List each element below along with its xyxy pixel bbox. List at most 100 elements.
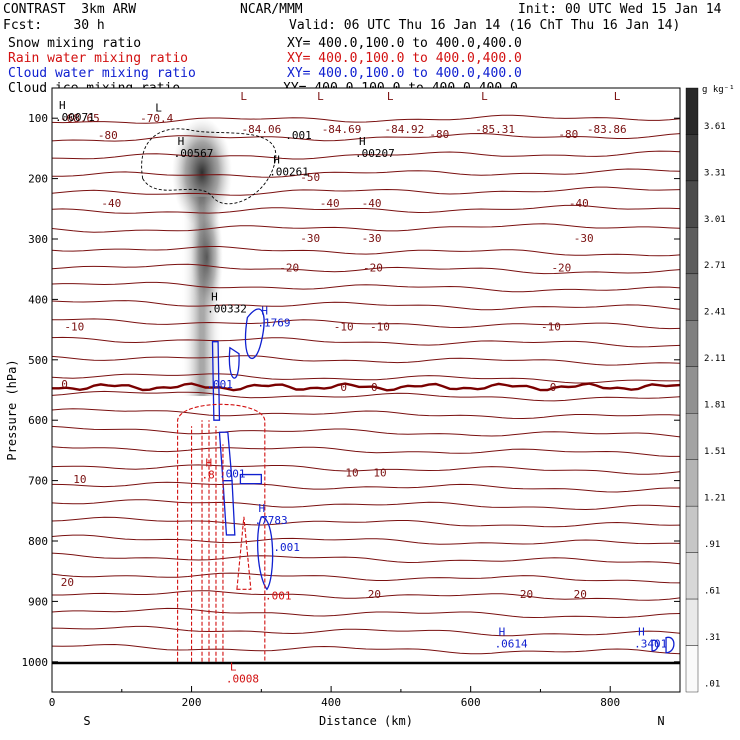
extremum-value: .00207 [355,147,395,160]
field-xy-cloud-water: XY= 400.0,100.0 to 400.0,400.0 [287,66,522,81]
isotherm-line [52,281,680,293]
y-tick-label: 200 [28,173,48,186]
colorbar-label: .61 [704,586,720,596]
extremum-value: .00071 [55,111,95,124]
isotherm-label: -68.65 [60,112,100,125]
isotherm-label: -80 [98,129,118,142]
y-tick-label: 500 [28,354,48,367]
isotherm-label: -80 [558,128,578,141]
y-tick-label: 600 [28,414,48,427]
cloud-water-contour [651,639,659,652]
isotherm-line [52,114,680,124]
isotherm-line [52,481,680,493]
isotherm-label: -10 [370,321,390,334]
isotherm-label: -84.92 [385,123,425,136]
colorbar-segment [685,180,699,228]
colorbar-label: 2.71 [704,261,726,271]
isotherm-label: 0 [371,381,378,394]
colorbar-segment [685,459,699,507]
colorbar-segment [685,413,699,460]
isotherm-label: 10 [345,467,358,480]
colorbar-label: 1.51 [704,447,726,457]
rain-water-contour [177,403,266,662]
isotherm-line [52,373,680,384]
extremum-value: .00567 [174,147,214,160]
extremum-marker: L [240,90,247,103]
isotherm-line [52,516,680,528]
extremum-value: .00261 [269,165,309,178]
cloud-water-contour [239,473,262,485]
x-tick-label: 600 [461,696,481,709]
extremum-marker: H [638,626,645,639]
isotherm-line [52,408,680,420]
extremum-value: .3401 [634,638,667,651]
colorbar-label: 3.31 [704,168,726,178]
isotherm-line [52,607,680,619]
valid-time: Valid: 06 UTC Thu 16 Jan 14 (16 ChT Thu … [289,18,681,33]
isotherm-line [52,223,680,233]
isotherm-label: -83.86 [587,123,627,136]
isotherm-line [52,300,680,311]
isotherm-line [52,534,680,545]
y-tick-label: 400 [28,293,48,306]
isotherm-line [52,425,680,438]
colorbar-label: 3.01 [704,215,726,225]
field-xy-snow: XY= 400.0,100.0 to 400.0,400.0 [287,36,522,51]
cloud-ice-contour [141,128,277,205]
isotherm-line [52,168,680,178]
x-tick-label: 400 [321,696,341,709]
isotherm-label: -40 [569,197,589,210]
isotherm-label: -84.69 [322,123,362,136]
y-tick-label: 1000 [22,656,49,669]
x-tick-label: 200 [182,696,202,709]
isotherm-line [52,625,680,637]
extremum-value: .001 [265,589,292,602]
extremum-marker: L [155,101,162,114]
colorbar-segment [685,320,699,367]
isotherm-line [52,446,680,457]
colorbar-label: .01 [704,679,720,689]
extremum-marker: L [230,661,237,674]
cloud-water-contour [211,341,221,421]
y-tick-label: 900 [28,595,48,608]
isotherm-label: -50 [300,171,320,184]
extremum-marker: H [261,304,268,317]
isotherm-label: -20 [279,261,299,274]
isotherm-line [52,572,680,584]
x-axis-label: Distance (km) [319,714,413,728]
extremum-marker: L [481,90,488,103]
colorbar-segment [685,505,699,553]
y-tick-label: 800 [28,535,48,548]
extremum-value: .0008 [226,673,259,686]
isotherm-label: 0 [61,378,68,391]
isotherm-label: -40 [101,197,121,210]
isotherm-label: -84.06 [241,123,281,136]
isotherm-label: 0 [340,381,347,394]
snow-shading-mid [190,197,223,318]
colorbar-segment [685,598,699,646]
colorbar-segment [685,273,699,321]
extremum-value: .001 [273,541,300,554]
plot-frame [51,87,681,693]
isotherm-label: -70.4 [140,112,173,125]
isotherm-line [52,204,680,214]
colorbar-label: 2.11 [704,354,726,364]
colorbar-label: 1.21 [704,494,726,504]
x-tick-label: 800 [600,696,620,709]
colorbar-segment [685,366,699,414]
extremum-marker: H [273,153,280,166]
isotherm-label: -10 [541,321,561,334]
isotherm-label: 0 [550,381,557,394]
init-time: Init: 00 UTC Wed 15 Jan 14 [518,2,722,17]
isotherm-line [52,590,680,601]
isotherm-line [52,318,680,330]
colorbar-segment [685,134,699,182]
isotherm-line [52,186,680,196]
isotherm-label: -40 [320,197,340,210]
extremum-marker: H [359,135,366,148]
extremum-value: .001 [219,467,246,480]
extremum-marker: H [211,290,218,303]
extremum-marker: L [387,90,394,103]
colorbar-segment [685,552,699,600]
